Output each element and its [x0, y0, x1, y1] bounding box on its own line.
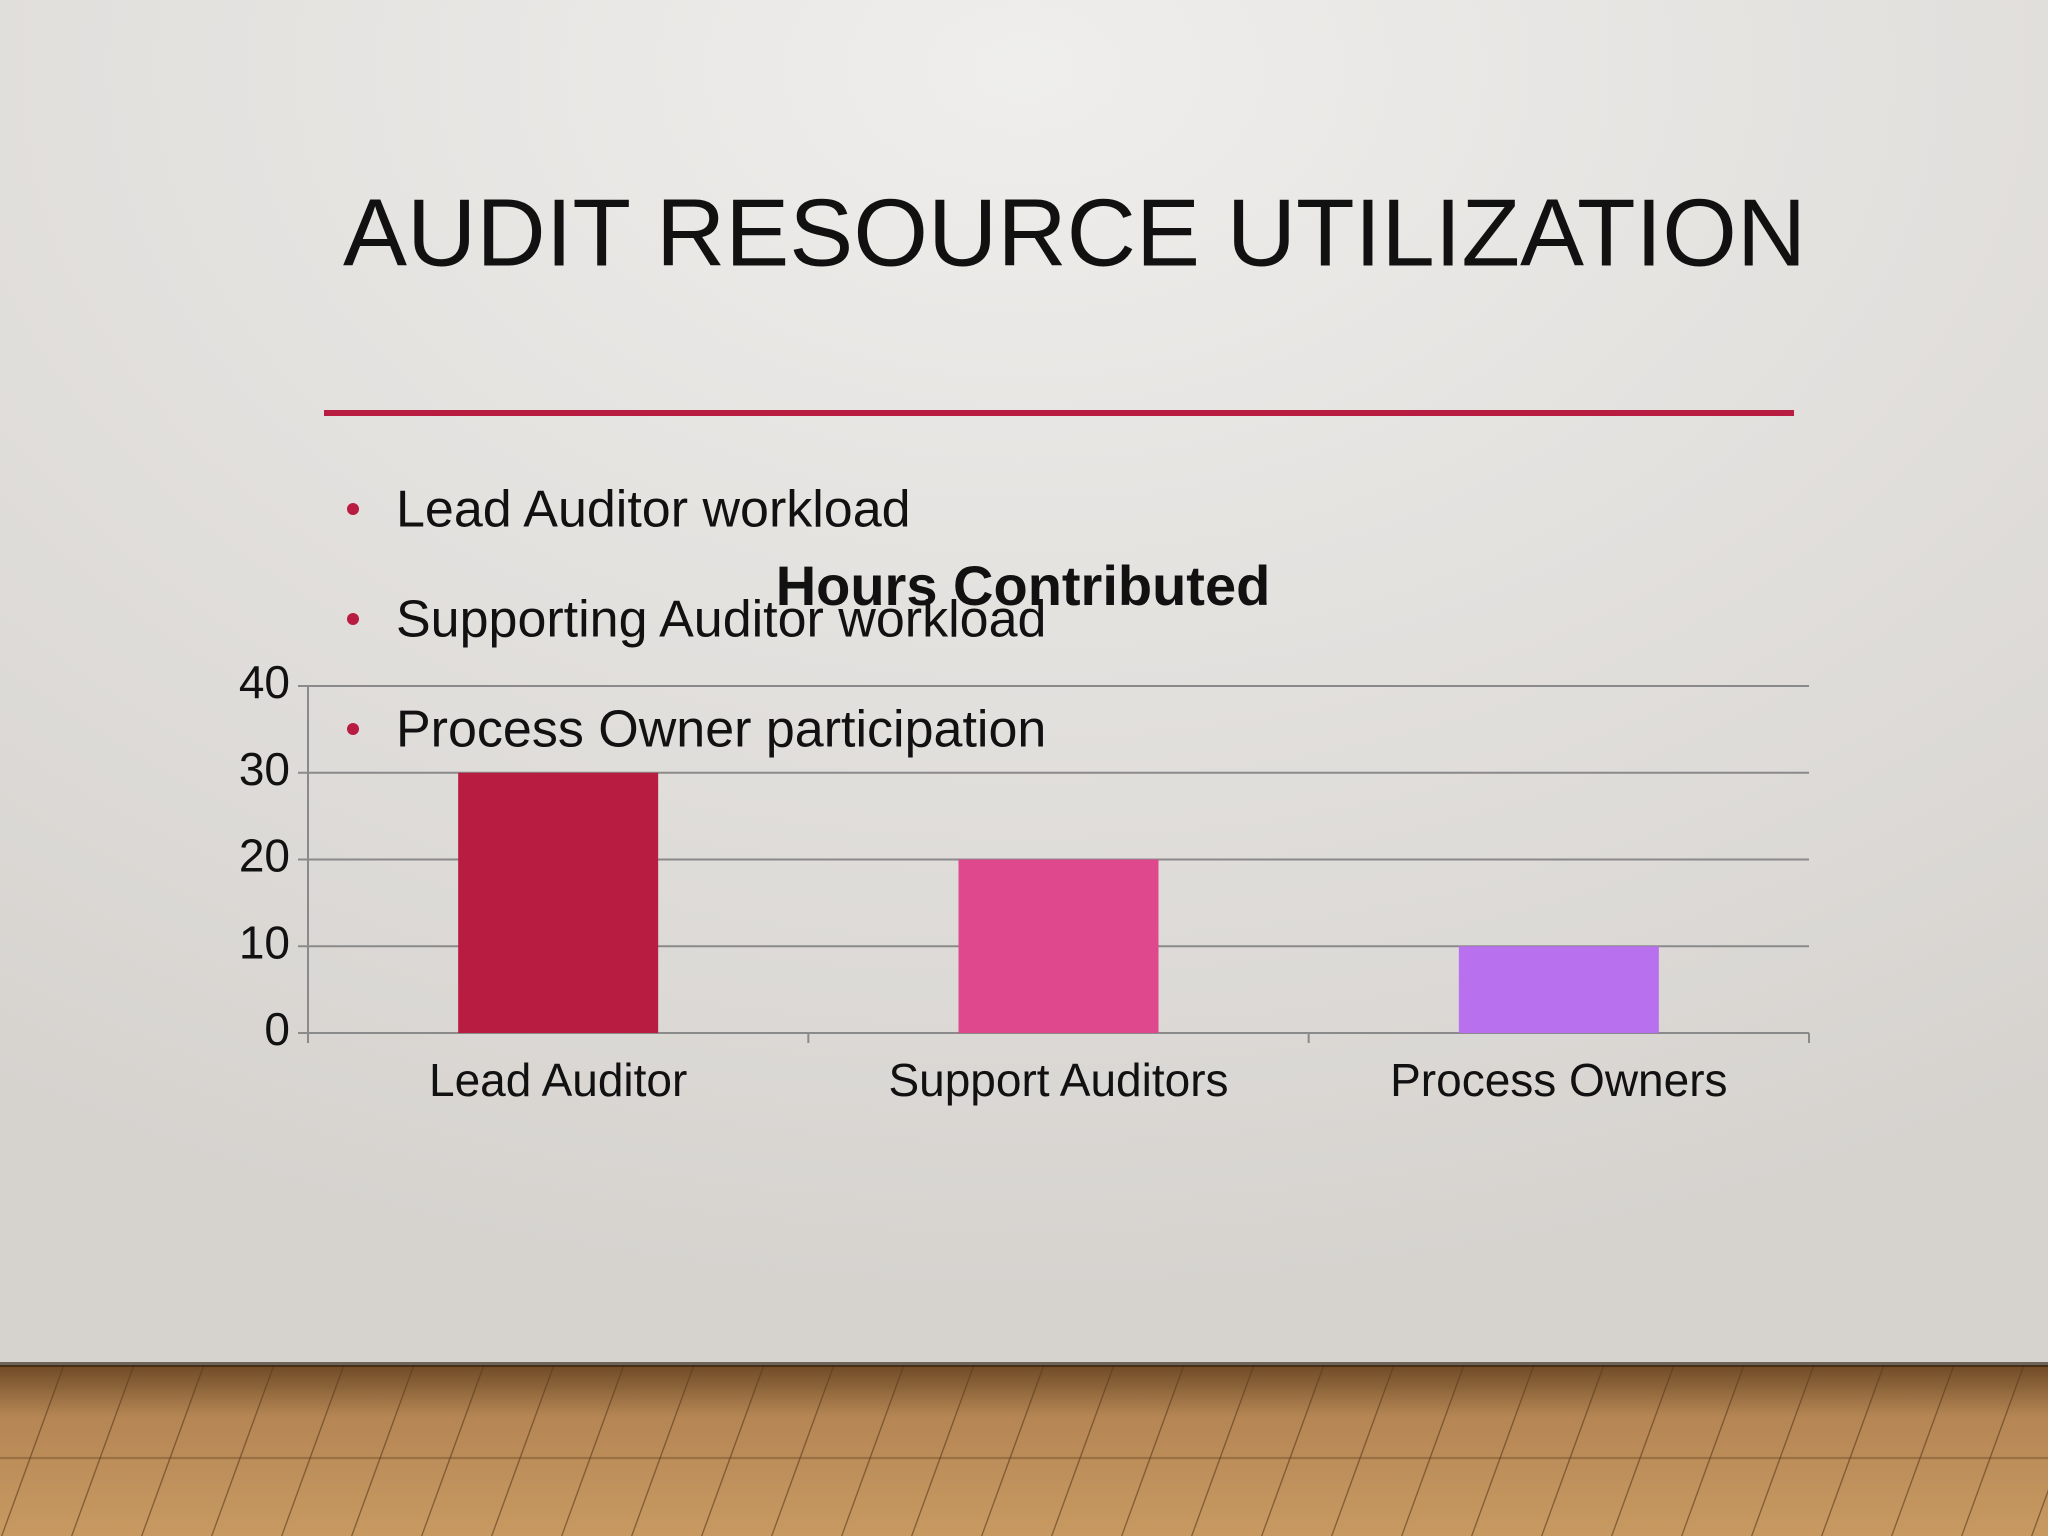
x-tick-label: Support Auditors [888, 1054, 1228, 1106]
bullet-dot [347, 723, 359, 735]
chart-title: Hours Contributed [776, 554, 1271, 617]
floor-planks [0, 1365, 2048, 1536]
y-tick-label: 10 [239, 916, 290, 968]
x-tick-label: Process Owners [1390, 1054, 1727, 1106]
bullet-text: Process Owner participation [396, 701, 1046, 759]
x-tick-label: Lead Auditor [429, 1054, 687, 1106]
bullet-text: Lead Auditor workload [396, 481, 911, 539]
background [0, 0, 2048, 1365]
bar [1458, 946, 1659, 1033]
y-tick-label: 0 [264, 1003, 290, 1055]
y-tick-label: 40 [239, 656, 290, 708]
bullet-dot [347, 503, 359, 515]
y-tick-label: 30 [239, 743, 290, 795]
bullet-dot [347, 613, 359, 625]
slide-title: AUDIT RESOURCE UTILIZATION [343, 179, 1806, 286]
title-rule [324, 410, 1794, 416]
floor-edge [0, 1362, 2048, 1367]
y-tick-label: 20 [239, 830, 290, 882]
bullet-text: Supporting Auditor workload [396, 591, 1046, 649]
bar [958, 859, 1159, 1033]
bar [458, 772, 659, 1033]
